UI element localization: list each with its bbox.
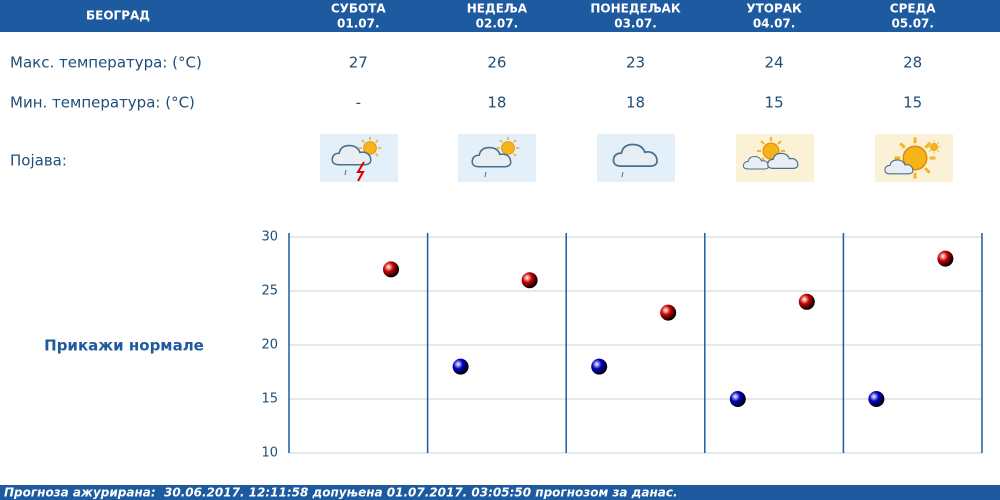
max-temp: 24 [765,54,784,72]
icon [458,134,536,182]
day-date: 05.07. [891,17,934,31]
show-normals-link[interactable]: Прикажи нормале [44,337,204,355]
day-date: 04.07. [753,17,796,31]
day-date: 01.07. [337,17,380,31]
day-name: НЕДЕЉА [467,2,528,16]
max-temp: 23 [626,54,645,72]
min-temp: - [356,94,361,112]
temp-dot [798,293,815,310]
day-name: ПОНЕДЕЉАК [590,2,681,16]
temp-dot [521,272,538,289]
min-temp: 15 [765,94,784,112]
y-tick-label: 20 [261,338,278,353]
max-label: Макс. температура: (°C) [10,54,202,72]
temp-dot [937,250,954,267]
city: БЕОГРАД [86,9,150,23]
y-tick-label: 30 [261,230,278,245]
min-label: Мин. температура: (°C) [10,94,195,112]
icon [320,134,398,182]
day-date: 03.07. [614,17,657,31]
footer: Прогноза ажурирана: 30.06.2017. 12:11:58… [4,486,678,500]
day-name: СУБОТА [331,2,387,16]
temp-dot [729,391,746,407]
icons [320,134,953,182]
icon [736,134,814,182]
temp-dot [452,358,469,375]
y-tick-label: 15 [261,392,278,407]
day-name: УТОРАК [746,2,802,16]
min-temp: 15 [903,94,922,112]
phenomenon-label: Појава: [10,152,67,170]
temp-dot [383,261,399,278]
icon [875,134,953,182]
max-temp: 27 [349,54,368,72]
day-date: 02.07. [476,17,519,31]
min-temp: 18 [626,94,645,112]
min-temp: 18 [487,94,506,112]
day-name: СРЕДА [890,2,936,16]
icon [597,134,675,182]
temp-dot [868,391,885,407]
y-tick-label: 10 [261,446,278,461]
footer-bar [0,485,1000,500]
y-tick-label: 25 [261,284,278,299]
temp-dot [591,358,608,375]
temp-dot [660,304,677,321]
header-bar [0,0,1000,32]
max-temp: 28 [903,54,922,72]
max-temp: 26 [487,54,506,72]
